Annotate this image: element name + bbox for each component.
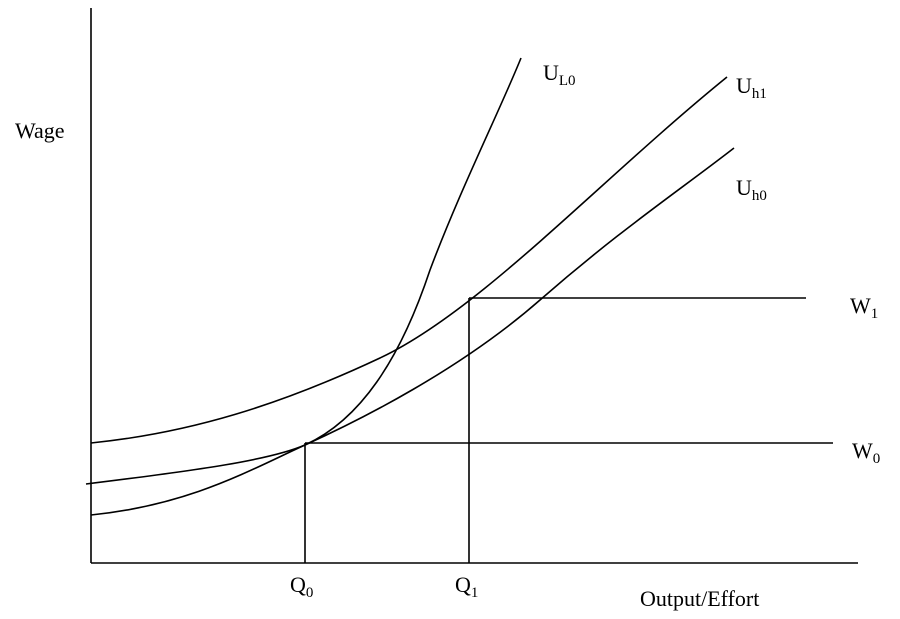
label-sub: h1	[752, 86, 767, 102]
curve-label: Uh1	[736, 73, 767, 102]
wage-label: W0	[852, 438, 880, 467]
label-main: U	[543, 60, 559, 85]
label-sub: 0	[873, 451, 881, 467]
label-main: Q	[290, 572, 306, 597]
label-main: Q	[455, 572, 471, 597]
label-sub: L0	[559, 73, 576, 89]
label-main: U	[736, 73, 752, 98]
label-main: W	[852, 438, 873, 463]
label-sub: 1	[871, 306, 879, 322]
curve-label: UL0	[543, 60, 576, 89]
curve-ul0	[85, 57, 522, 485]
label-sub: h0	[752, 188, 767, 204]
label-main: U	[736, 175, 752, 200]
wage-label: W1	[850, 293, 878, 322]
y-axis-label: Wage	[15, 118, 65, 143]
label-sub: 0	[306, 585, 314, 601]
label-sub: 1	[471, 585, 479, 601]
label-main: W	[850, 293, 871, 318]
quantity-label: Q0	[290, 572, 313, 601]
curve-uh1	[90, 76, 728, 444]
curve-label: Uh0	[736, 175, 767, 204]
quantity-label: Q1	[455, 572, 478, 601]
curve-uh0	[90, 147, 735, 516]
x-axis-label: Output/Effort	[640, 586, 759, 611]
